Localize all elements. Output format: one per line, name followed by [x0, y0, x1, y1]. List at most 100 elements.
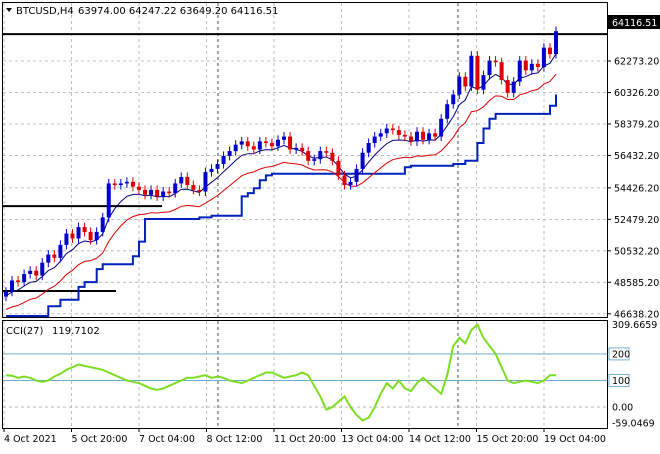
price-tick-label: 62273.20: [614, 57, 659, 68]
indicator-panel-frame: [2, 320, 608, 429]
indicator-value: 119.7102: [52, 326, 100, 337]
candle-body: [179, 176, 184, 184]
candle-body: [487, 60, 492, 76]
candle-body: [505, 79, 510, 93]
candle-body: [511, 81, 516, 93]
candle-body: [354, 168, 359, 182]
ohlc-label: 63974.00 64247.22 63649.20 64116.51: [78, 6, 278, 17]
time-tick-label: 11 Oct 20:00: [274, 434, 336, 445]
candle: [76, 222, 81, 243]
candle-body: [34, 270, 39, 276]
candle: [372, 132, 377, 148]
candle: [493, 56, 498, 67]
candle: [34, 266, 39, 281]
candle: [257, 136, 262, 155]
candle: [16, 275, 21, 287]
candle-body: [269, 143, 274, 147]
time-tick-label: 8 Oct 12:00: [207, 434, 263, 445]
candle: [294, 143, 299, 155]
candle-body: [227, 151, 232, 156]
candle: [336, 156, 341, 180]
candle: [197, 185, 202, 197]
candle-body: [300, 147, 305, 152]
candle: [203, 167, 208, 197]
candle-body: [408, 136, 413, 142]
candle-body: [16, 280, 21, 283]
candle-body: [282, 136, 287, 140]
candle-body: [251, 146, 256, 150]
candle-body: [445, 104, 450, 119]
candle: [330, 148, 335, 166]
candle: [40, 258, 45, 281]
candle: [312, 154, 317, 166]
candle: [481, 70, 486, 95]
candle: [64, 229, 69, 250]
candle: [167, 186, 172, 198]
candle: [511, 77, 516, 98]
price-tick-label: 54426.20: [614, 183, 659, 194]
time-tick-label: 13 Oct 04:00: [342, 434, 404, 445]
candle-body: [149, 189, 154, 195]
candle-body: [360, 152, 365, 169]
candle: [318, 146, 323, 164]
cci-tick-label: 100: [612, 376, 630, 387]
candle: [149, 185, 154, 200]
candle-body: [245, 141, 250, 147]
candle-body: [94, 231, 99, 241]
candle-body: [402, 134, 407, 137]
candle: [354, 164, 359, 187]
candle-body: [136, 186, 141, 190]
indicator-header: CCI(27) 119.7102: [6, 326, 100, 337]
candle: [487, 56, 492, 80]
candle: [384, 123, 389, 138]
candle-body: [523, 60, 528, 71]
price-tick-label: 58379.20: [614, 119, 659, 130]
candle: [463, 72, 468, 91]
candle-body: [493, 60, 498, 63]
candle: [547, 43, 552, 59]
candle: [342, 170, 347, 190]
candle-body: [203, 172, 208, 192]
candle: [179, 172, 184, 188]
candle-body: [499, 62, 504, 80]
candle-body: [233, 144, 238, 152]
candle: [275, 135, 280, 151]
cci-tick-label: -59.0469: [612, 418, 655, 429]
candle: [421, 127, 426, 145]
candle-body: [221, 155, 226, 165]
candle-body: [414, 131, 419, 142]
indicator-name: CCI(27): [6, 326, 44, 337]
candle-body: [70, 233, 75, 239]
candle-body: [118, 183, 123, 186]
symbol-label: BTCUSD,H4: [16, 6, 74, 17]
cci-line: [5, 323, 556, 422]
candle: [360, 148, 365, 174]
candle: [94, 227, 99, 245]
candle-body: [275, 139, 280, 147]
time-tick-label: 15 Oct 20:00: [477, 434, 539, 445]
candle: [239, 136, 244, 150]
candle-body: [197, 189, 202, 192]
candle-body: [294, 147, 299, 150]
time-tick-label: 19 Oct 04:00: [544, 434, 606, 445]
candle: [251, 141, 256, 155]
triangle-down-icon[interactable]: [6, 8, 12, 12]
candle-body: [541, 47, 546, 68]
candle: [4, 287, 8, 302]
candle-body: [185, 176, 190, 186]
slow-moving-average-line: [5, 73, 557, 310]
candle-body: [433, 133, 438, 137]
price-tick-label: 46638.20: [614, 309, 659, 320]
candle: [390, 123, 395, 135]
candle-body: [100, 217, 105, 232]
candle-body: [167, 191, 172, 194]
candle-body: [124, 181, 129, 184]
candle: [469, 51, 474, 91]
candle: [505, 75, 510, 98]
candle-body: [263, 141, 268, 144]
candle-body: [215, 164, 220, 169]
candle: [28, 266, 33, 279]
trailing-stop-line: [6, 94, 557, 317]
